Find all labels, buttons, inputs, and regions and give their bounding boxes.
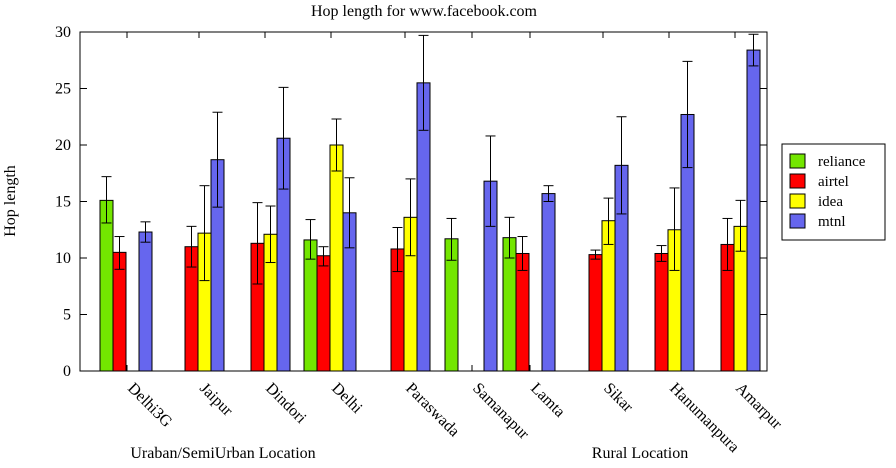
group-label-rural: Rural Location bbox=[592, 445, 688, 462]
bar-airtel bbox=[654, 252, 669, 372]
legend-swatch-reliance bbox=[789, 153, 806, 169]
x-tick-label: Samanapur bbox=[469, 380, 532, 443]
x-tick-label: Delhi3G bbox=[124, 380, 175, 431]
bar-idea bbox=[329, 144, 344, 372]
bar-airtel bbox=[588, 254, 603, 372]
bar-reliance bbox=[99, 199, 114, 372]
legend-label-mtnl: mtnl bbox=[818, 214, 846, 230]
bar-mtnl bbox=[138, 231, 153, 372]
bar-airtel bbox=[316, 255, 331, 372]
y-tick-label: 30 bbox=[55, 24, 71, 41]
plot-area: 0 5 10 15 20 25 30 Delhi3G Jaipur Dindori Delhi Par… bbox=[55, 24, 786, 456]
x-tick-label: Amarpur bbox=[732, 380, 785, 433]
x-tick-label: Paraswada bbox=[402, 380, 462, 440]
bar-mtnl bbox=[541, 193, 556, 372]
bar-airtel bbox=[112, 251, 127, 372]
chart-title: Hop length for www.facebook.com bbox=[311, 3, 538, 20]
legend-label-airtel: airtel bbox=[818, 174, 849, 190]
y-tick-label: 20 bbox=[55, 137, 71, 154]
group-label-urban: Uraban/SemiUrban Location bbox=[130, 445, 315, 462]
y-tick-label: 0 bbox=[63, 363, 71, 380]
y-tick-label: 5 bbox=[63, 307, 71, 324]
legend-swatch-airtel bbox=[789, 173, 806, 189]
x-tick-label: Delhi bbox=[328, 380, 366, 418]
y-tick-label: 10 bbox=[55, 250, 71, 267]
bar-mtnl bbox=[746, 49, 761, 372]
y-axis-label: Hop length bbox=[2, 165, 19, 237]
legend-label-idea: idea bbox=[818, 194, 843, 210]
legend-label-reliance: reliance bbox=[818, 154, 866, 170]
y-tick-label: 15 bbox=[55, 194, 71, 211]
x-tick-label: Dindori bbox=[262, 380, 310, 428]
legend-swatch-idea bbox=[789, 193, 806, 209]
y-tick-label: 25 bbox=[55, 81, 71, 98]
bar-airtel bbox=[515, 252, 530, 372]
x-tick-label: Lamta bbox=[527, 380, 568, 421]
legend-swatch-mtnl bbox=[789, 213, 806, 229]
x-tick-label: Sikar bbox=[600, 380, 636, 416]
legend: reliance airtel idea mtnl bbox=[781, 143, 886, 241]
x-tick-label: Jaipur bbox=[196, 380, 236, 420]
